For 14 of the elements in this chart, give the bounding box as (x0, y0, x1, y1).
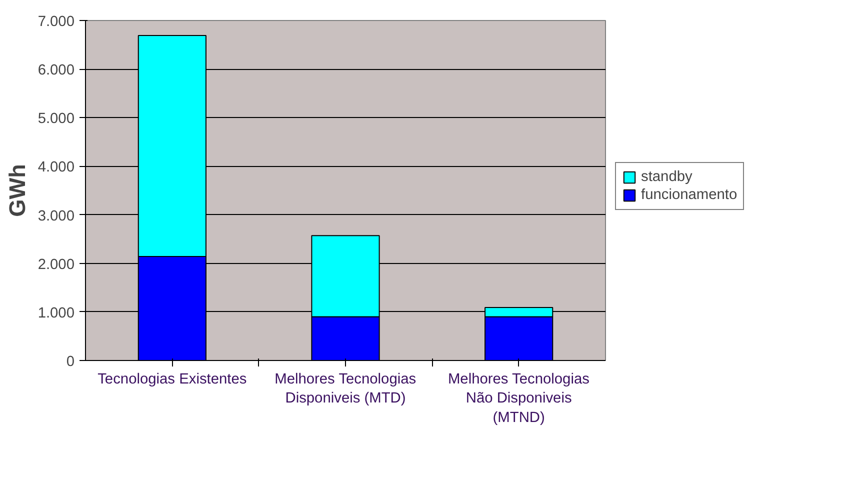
x-tick-label: Melhores Tecnologias Não Disponiveis (MTND) (448, 372, 590, 426)
y-tick-label: 4.000 (38, 160, 75, 176)
y-tick-label: 1.000 (38, 305, 75, 322)
y-tick-label: 6.000 (38, 62, 75, 79)
y-tick-label: 5.000 (38, 111, 75, 128)
legend-label: funcionamento (641, 187, 738, 203)
y-tick-label: 7.000 (38, 14, 75, 30)
y-axis-title: GWh (4, 164, 30, 217)
y-tick-label: 3.000 (38, 208, 75, 224)
x-tick-label: Melhores Tecnologias Disponiveis (MTD) (274, 372, 416, 407)
y-tick-label: 0 (66, 354, 75, 370)
y-tick-label: 2.000 (38, 256, 75, 273)
x-tick-label: Tecnologias Existentes (98, 372, 247, 388)
legend-label: standby (641, 169, 692, 185)
